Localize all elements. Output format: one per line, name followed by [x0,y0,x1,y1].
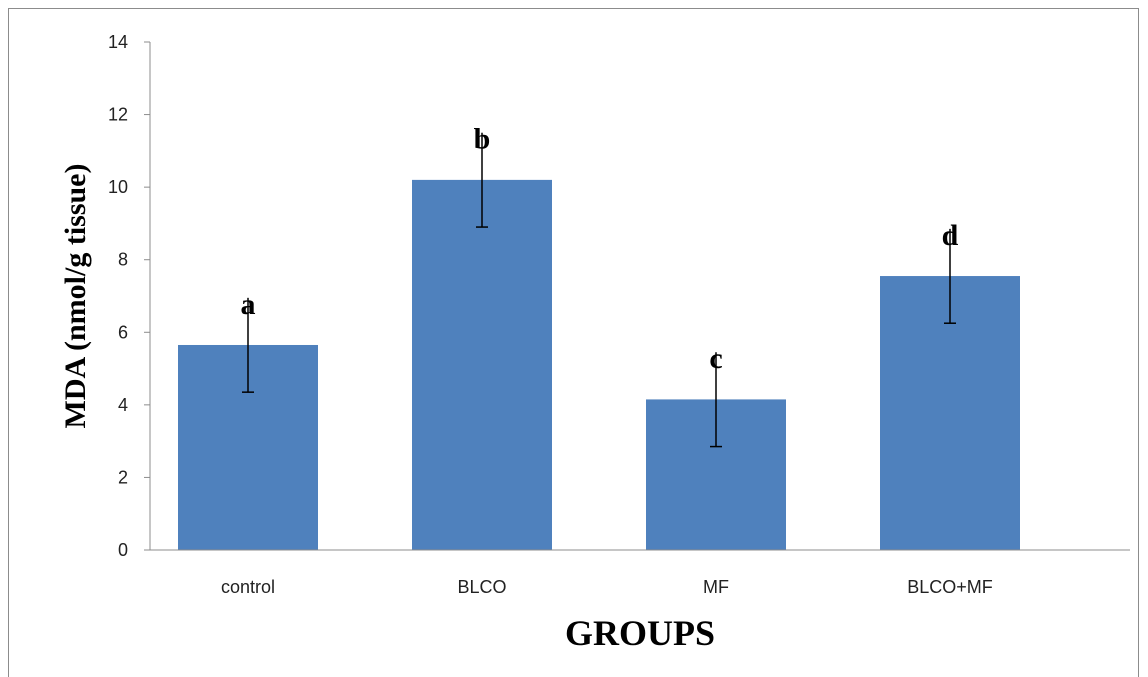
x-category-label: MF [703,577,729,597]
x-category-label: BLCO+MF [907,577,993,597]
x-axis-categories: control BLCO MF BLCO+MF [221,577,993,597]
x-category-label: control [221,577,275,597]
y-axis-ticks: 0 2 4 6 8 10 12 14 [108,32,150,560]
y-tick-label: 4 [118,395,128,415]
y-axis-title: MDA (nmol/g tissue) [59,164,92,429]
bar-blco [412,179,552,550]
significance-letter: c [709,342,722,375]
y-tick-label: 0 [118,540,128,560]
significance-letter: d [942,219,959,252]
y-tick-label: 6 [118,322,128,342]
chart-frame [8,8,1139,677]
x-axis-title: GROUPS [565,613,715,653]
y-tick-label: 12 [108,105,128,125]
y-tick-label: 14 [108,32,128,52]
significance-letter: a [241,288,256,321]
bars [178,179,1020,550]
significance-letters: a b c d [241,123,959,376]
error-bars [242,132,956,448]
y-tick-label: 8 [118,250,128,270]
significance-letter: b [474,123,491,156]
y-tick-label: 10 [108,177,128,197]
y-tick-label: 2 [118,467,128,487]
x-category-label: BLCO [457,577,506,597]
